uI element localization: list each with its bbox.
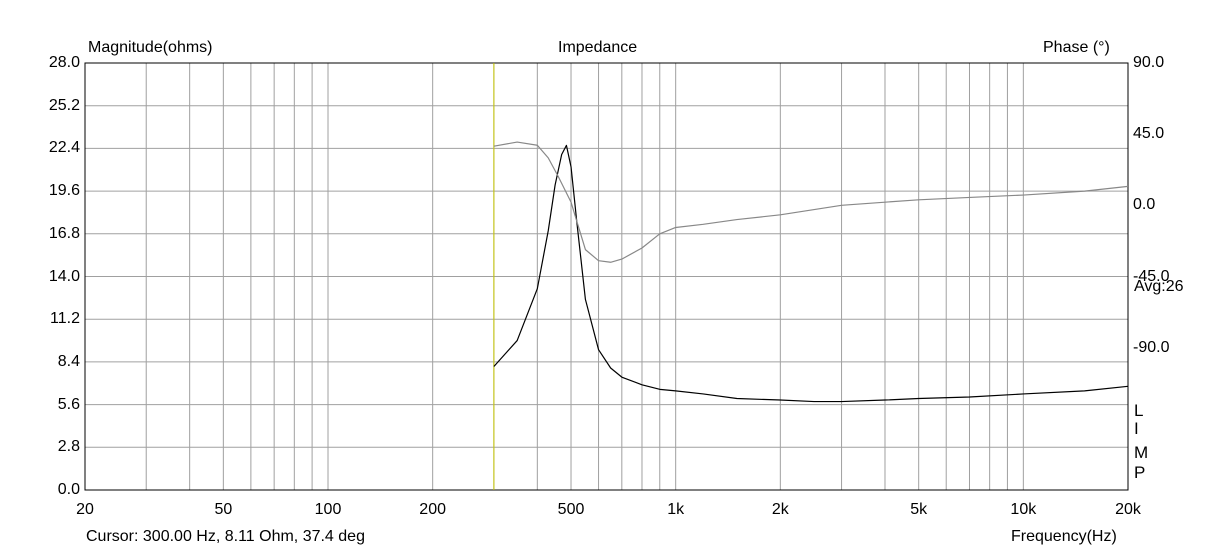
y-tick-label: 0.0 (57, 481, 80, 498)
y2-tick-label: 45.0 (1133, 125, 1165, 143)
phase-curve (493, 141, 1129, 263)
imp-letter-i: I (1134, 419, 1139, 438)
x-tick-label: 5k (910, 501, 928, 518)
x-tick-label: 200 (419, 501, 447, 518)
cursor-readout: Cursor: 300.00 Hz, 8.11 Ohm, 37.4 deg (86, 528, 365, 545)
magnitude-curve (493, 144, 1129, 403)
grid-lines (85, 63, 1128, 490)
chart-title: Impedance (558, 39, 638, 56)
y-tick-label: 5.6 (57, 395, 80, 413)
y2-tick-label: 90.0 (1133, 54, 1165, 71)
y-tick-label: 16.8 (48, 224, 80, 242)
imp-letter-l: L (1134, 401, 1144, 420)
y-tick-label: 19.6 (48, 182, 80, 200)
x-tick-label: 20k (1115, 501, 1141, 518)
y-axis-label: Magnitude(ohms) (88, 39, 213, 56)
imp-letter-m: M (1134, 443, 1149, 462)
avg-label: Avg:26 (1134, 278, 1184, 295)
x-tick-label: 1k (667, 501, 685, 518)
y2-tick-label: 0.0 (1133, 196, 1156, 214)
y2-tick-label: -90.0 (1133, 338, 1170, 356)
y2-tick-label: -45.0 (1133, 267, 1170, 285)
y-tick-label: 11.2 (50, 310, 80, 328)
curves (493, 141, 1129, 403)
y-tick-label: 14.0 (48, 267, 80, 285)
imp-letter-p: P (1134, 463, 1146, 482)
x-axis-label: Frequency(Hz) (1011, 528, 1117, 545)
x-tick-label: 50 (214, 501, 233, 518)
y2-axis-label: Phase (°) (1043, 39, 1110, 56)
y-tick-label: 25.2 (48, 96, 80, 114)
y-tick-label: 28.0 (48, 54, 80, 71)
x-tick-label: 20 (76, 501, 94, 518)
y-tick-label: 2.8 (57, 438, 80, 456)
x-tick-label: 100 (314, 501, 342, 518)
x-tick-label: 500 (557, 501, 585, 518)
y-tick-label: 22.4 (48, 139, 80, 157)
y-tick-label: 8.4 (57, 352, 80, 370)
x-tick-label: 2k (771, 501, 789, 518)
plot-frame (84, 62, 1129, 491)
x-tick-label: 10k (1010, 501, 1037, 518)
